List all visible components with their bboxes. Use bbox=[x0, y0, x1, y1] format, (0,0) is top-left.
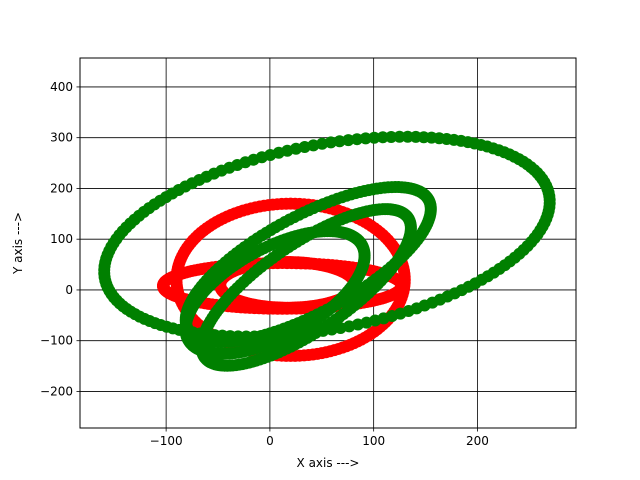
data-point bbox=[376, 131, 389, 144]
data-point bbox=[351, 133, 364, 146]
data-point bbox=[401, 130, 414, 143]
data-point bbox=[411, 184, 424, 197]
y-tick-label: 100 bbox=[50, 232, 73, 246]
x-tick-label: 100 bbox=[362, 434, 385, 448]
data-point bbox=[368, 131, 381, 144]
x-tick-label: −100 bbox=[150, 434, 183, 448]
y-tick-label: −100 bbox=[40, 334, 73, 348]
x-axis-ticks: −100 0 100 200 bbox=[150, 428, 489, 448]
series-6 bbox=[195, 203, 417, 372]
plot-area bbox=[79, 57, 577, 429]
x-tick-label: 200 bbox=[466, 434, 489, 448]
y-tick-label: 400 bbox=[50, 80, 73, 94]
data-point bbox=[521, 158, 534, 171]
axes-frame bbox=[79, 57, 577, 429]
data-point bbox=[392, 205, 405, 218]
x-axis-label: X axis ---> bbox=[297, 456, 360, 470]
series-7 bbox=[179, 225, 371, 360]
axes-background bbox=[80, 58, 576, 428]
data-point bbox=[393, 130, 406, 143]
y-tick-label: 200 bbox=[50, 181, 73, 195]
data-point bbox=[342, 134, 355, 147]
y-tick-label: 300 bbox=[50, 131, 73, 145]
data-point bbox=[385, 130, 398, 143]
x-tick-label: 0 bbox=[266, 434, 274, 448]
data-point bbox=[341, 227, 354, 240]
y-tick-label: 0 bbox=[65, 283, 73, 297]
data-point bbox=[333, 135, 346, 148]
y-tick-label: −200 bbox=[40, 384, 73, 398]
y-axis-ticks: −200 −100 0 100 200 300 400 bbox=[40, 80, 80, 398]
data-point bbox=[359, 132, 372, 145]
series-layer bbox=[98, 130, 556, 372]
data-point bbox=[395, 280, 408, 293]
y-axis-label: Y axis ---> bbox=[11, 212, 25, 275]
